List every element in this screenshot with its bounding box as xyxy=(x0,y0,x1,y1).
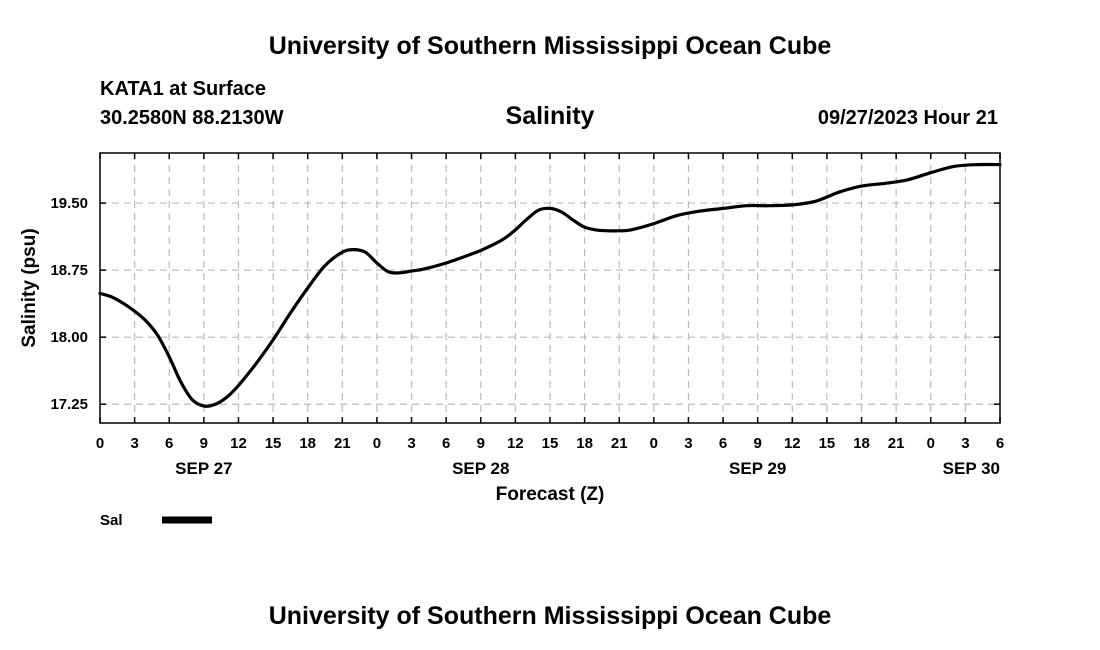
x-axis-label: Forecast (Z) xyxy=(496,484,605,505)
forecast-timestamp: 09/27/2023 Hour 21 xyxy=(818,107,998,129)
x-tick-label: 21 xyxy=(334,435,351,452)
x-tick-label: 9 xyxy=(477,435,485,452)
date-label: SEP 29 xyxy=(729,459,786,478)
page-title: University of Southern Mississippi Ocean… xyxy=(269,32,832,60)
date-label: SEP 30 xyxy=(943,459,1000,478)
station-name: KATA1 at Surface xyxy=(100,78,266,100)
x-tick-label: 15 xyxy=(265,435,282,452)
y-axis-label: Salinity (psu) xyxy=(19,228,40,347)
date-label: SEP 28 xyxy=(452,459,509,478)
axis-ticks xyxy=(99,153,1001,423)
x-tick-label: 6 xyxy=(165,435,173,452)
x-tick-label: 0 xyxy=(927,435,935,452)
y-tick-labels: 17.25 18.00 18.75 19.50 xyxy=(50,195,88,413)
x-tick-label: 9 xyxy=(200,435,208,452)
x-tick-label: 12 xyxy=(507,435,524,452)
x-tick-label: 18 xyxy=(576,435,593,452)
x-tick-label: 15 xyxy=(819,435,836,452)
x-tick-label: 6 xyxy=(996,435,1004,452)
station-coords: 30.2580N 88.2130W xyxy=(100,107,284,129)
x-tick-label: 21 xyxy=(611,435,628,452)
legend-label: Sal xyxy=(100,512,123,529)
y-tick-label: 17.25 xyxy=(50,396,88,413)
x-tick-label: 18 xyxy=(853,435,870,452)
x-tick-label: 21 xyxy=(888,435,905,452)
y-tick-label: 18.00 xyxy=(50,329,88,346)
x-tick-label: 6 xyxy=(442,435,450,452)
date-label: SEP 27 xyxy=(175,459,232,478)
chart-title: Salinity xyxy=(506,102,595,130)
grid-lines xyxy=(100,153,1000,423)
y-tick-label: 19.50 xyxy=(50,195,88,212)
x-tick-label: 12 xyxy=(784,435,801,452)
x-tick-label: 9 xyxy=(754,435,762,452)
y-tick-label: 18.75 xyxy=(50,262,88,279)
x-tick-label: 3 xyxy=(961,435,969,452)
footer-title: University of Southern Mississippi Ocean… xyxy=(269,602,832,630)
x-tick-label: 0 xyxy=(96,435,104,452)
x-tick-label: 3 xyxy=(684,435,692,452)
x-tick-label: 0 xyxy=(373,435,381,452)
x-tick-labels: 0 3 6 9 12 15 18 21 0 3 6 9 12 15 18 21 0 3 6 9 12 15 18 21 0 3 6 xyxy=(96,435,1004,452)
date-labels: SEP 27 SEP 28 SEP 29 SEP 30 xyxy=(175,459,1000,478)
x-tick-label: 3 xyxy=(407,435,415,452)
x-tick-label: 12 xyxy=(230,435,247,452)
x-tick-label: 6 xyxy=(719,435,727,452)
salinity-series-line xyxy=(98,162,1002,408)
x-tick-label: 0 xyxy=(650,435,658,452)
x-tick-label: 18 xyxy=(299,435,316,452)
x-tick-label: 3 xyxy=(130,435,138,452)
x-tick-label: 15 xyxy=(542,435,559,452)
